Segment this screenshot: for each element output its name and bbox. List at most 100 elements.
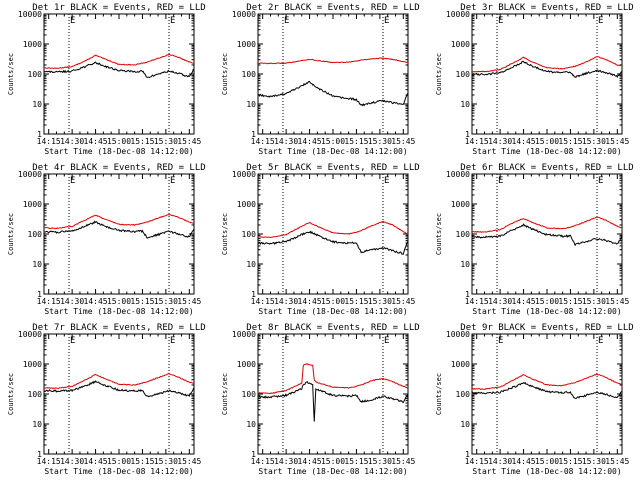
panel-det-9: Det 9r BLACK = Events, RED = LLD Counts/s…	[435, 323, 634, 476]
series-events-line	[471, 60, 623, 79]
series-events-line	[43, 61, 195, 79]
x-tick-label: 14:30	[274, 137, 298, 146]
y-tick-label: 10	[246, 420, 256, 429]
x-tick-label: 14:45	[84, 297, 108, 306]
x-tick-label: 15:15	[558, 457, 582, 466]
x-tick-label: 14:30	[60, 457, 84, 466]
series-lld-line	[43, 372, 195, 390]
panel-det-4: Det 4r BLACK = Events, RED = LLD Counts/s…	[7, 163, 206, 316]
y-axis-label: Counts/sec	[435, 213, 443, 255]
panel-det-8: Det 8r BLACK = Events, RED = LLD Counts/s…	[221, 323, 420, 476]
y-tick-label: 100	[28, 230, 43, 239]
panel-title: Det 7r BLACK = Events, RED = LLD	[32, 323, 205, 333]
x-axis-label: Start Time (18-Dec-08 14:12:00)	[44, 147, 193, 156]
y-axis-label: Counts/sec	[7, 213, 15, 255]
marker-label: E	[384, 176, 389, 186]
y-axis-label: Counts/sec	[7, 373, 15, 415]
x-tick-label: 14:15	[251, 297, 275, 306]
marker-label: E	[384, 336, 389, 346]
y-tick-label: 1000	[451, 40, 470, 49]
marker-label: E	[170, 176, 175, 186]
x-tick-label: 14:45	[512, 137, 536, 146]
y-tick-label: 100	[456, 390, 471, 399]
x-tick-label: 15:45	[605, 137, 629, 146]
y-tick-label: 1	[465, 130, 470, 139]
series-events-line	[257, 230, 409, 255]
panel-title: Det 4r BLACK = Events, RED = LLD	[32, 163, 205, 173]
series-lld-line	[471, 55, 623, 73]
y-tick-label: 10000	[18, 330, 42, 339]
panel-det-7: Det 7r BLACK = Events, RED = LLD Counts/s…	[7, 323, 206, 476]
panel-det-6: Det 6r BLACK = Events, RED = LLD Counts/s…	[435, 163, 634, 316]
plot-frame	[257, 333, 409, 455]
x-tick-label: 14:45	[512, 297, 536, 306]
y-tick-label: 10	[246, 100, 256, 109]
x-tick-label: 15:45	[391, 297, 415, 306]
x-tick-label: 15:15	[344, 457, 368, 466]
series-events-line	[257, 80, 409, 107]
panel-title: Det 2r BLACK = Events, RED = LLD	[246, 3, 419, 13]
y-tick-label: 10	[460, 100, 470, 109]
series-events-line	[257, 380, 409, 422]
y-tick-label: 1000	[23, 200, 42, 209]
x-tick-label: 15:30	[154, 297, 178, 306]
x-axis-label: Start Time (18-Dec-08 14:12:00)	[258, 147, 407, 156]
marker-label: E	[70, 336, 75, 346]
x-tick-label: 15:15	[130, 297, 154, 306]
plot-frame	[257, 173, 409, 295]
marker-label: E	[70, 176, 75, 186]
marker-label: E	[598, 176, 603, 186]
x-tick-label: 15:00	[107, 137, 131, 146]
y-tick-label: 10	[32, 420, 42, 429]
x-tick-label: 14:30	[60, 297, 84, 306]
y-axis-label: Counts/sec	[435, 53, 443, 95]
x-axis-label: Start Time (18-Dec-08 14:12:00)	[472, 147, 621, 156]
panel-det-2: Det 2r BLACK = Events, RED = LLD Counts/s…	[221, 3, 420, 156]
series-lld-line	[43, 53, 195, 69]
y-tick-label: 10	[32, 100, 42, 109]
x-axis-label: Start Time (18-Dec-08 14:12:00)	[472, 307, 621, 316]
x-tick-label: 15:15	[558, 137, 582, 146]
y-tick-label: 1	[37, 450, 42, 459]
x-tick-label: 15:15	[130, 137, 154, 146]
y-tick-label: 1	[465, 450, 470, 459]
series-lld-line	[257, 363, 409, 395]
x-tick-label: 14:15	[465, 137, 489, 146]
y-tick-label: 10000	[446, 10, 470, 19]
y-axis-label: Counts/sec	[221, 53, 229, 95]
y-tick-label: 100	[242, 230, 257, 239]
y-tick-label: 10	[32, 260, 42, 269]
y-tick-label: 1	[465, 290, 470, 299]
marker-label: E	[70, 16, 75, 26]
y-tick-label: 100	[456, 230, 471, 239]
x-tick-label: 15:00	[321, 297, 345, 306]
marker-label: E	[284, 16, 289, 26]
x-tick-label: 14:45	[298, 457, 322, 466]
y-tick-label: 1000	[23, 40, 42, 49]
x-tick-label: 15:00	[535, 457, 559, 466]
y-tick-label: 10	[460, 420, 470, 429]
x-tick-label: 14:30	[60, 137, 84, 146]
x-axis-label: Start Time (18-Dec-08 14:12:00)	[258, 467, 407, 476]
y-axis-label: Counts/sec	[221, 213, 229, 255]
y-tick-label: 1000	[23, 360, 42, 369]
x-tick-label: 15:45	[177, 137, 201, 146]
y-tick-label: 1000	[237, 40, 256, 49]
y-tick-label: 1	[251, 130, 256, 139]
plot-frame	[43, 13, 195, 135]
x-tick-label: 14:45	[298, 297, 322, 306]
series-events-line	[471, 381, 623, 400]
x-tick-label: 14:15	[465, 297, 489, 306]
panel-title: Det 8r BLACK = Events, RED = LLD	[246, 323, 419, 333]
x-tick-label: 14:45	[84, 457, 108, 466]
series-lld-line	[257, 57, 409, 65]
x-tick-label: 14:15	[37, 137, 61, 146]
y-tick-label: 1	[251, 290, 256, 299]
panel-title: Det 6r BLACK = Events, RED = LLD	[460, 163, 633, 173]
x-tick-label: 15:30	[368, 137, 392, 146]
x-tick-label: 15:15	[344, 137, 368, 146]
x-tick-label: 15:45	[177, 457, 201, 466]
x-tick-label: 15:15	[558, 297, 582, 306]
series-lld-line	[43, 214, 195, 229]
y-tick-label: 10000	[232, 10, 256, 19]
